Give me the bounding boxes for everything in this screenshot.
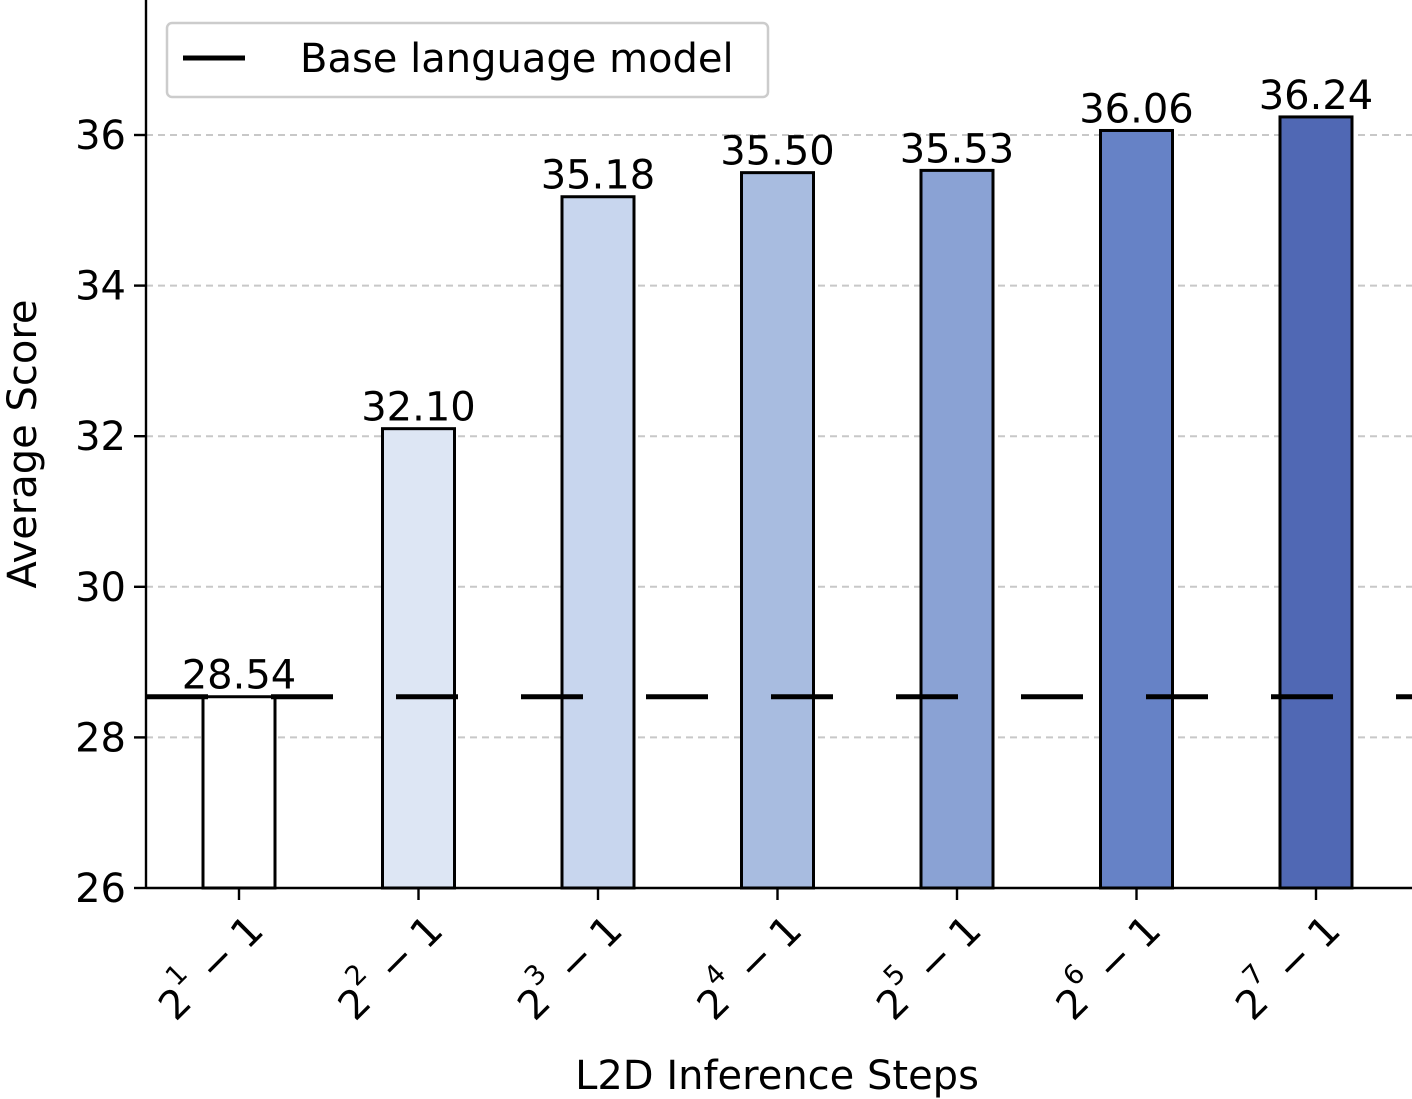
x-tick-label-group: 26 − 1 xyxy=(1039,899,1170,1030)
x-tick-label: 27 − 1 xyxy=(1219,899,1350,1030)
x-tick-label-group: 24 − 1 xyxy=(680,899,811,1030)
bar xyxy=(560,195,636,890)
legend-box xyxy=(165,21,770,99)
bar-value-label: 36.06 xyxy=(1079,86,1194,132)
bar xyxy=(919,168,995,890)
bar xyxy=(740,171,815,890)
x-tick-label-group: 23 − 1 xyxy=(501,899,632,1030)
value-labels: 28.54 32.10 35.18 35.50 35.53 36.06 36.24 xyxy=(182,73,1374,699)
bar-value-label: 35.18 xyxy=(541,153,656,199)
axes xyxy=(144,0,1412,890)
y-tick-label: 36 xyxy=(75,113,126,159)
x-tick-label: 26 − 1 xyxy=(1039,899,1170,1030)
bar-value-label: 35.53 xyxy=(900,126,1015,172)
bar xyxy=(201,695,277,890)
x-tick-label-group: 22 − 1 xyxy=(321,899,452,1030)
y-tick-label: 26 xyxy=(75,866,126,912)
legend-entry-label: Base language model xyxy=(300,36,734,82)
gridlines xyxy=(146,134,1412,739)
bar-value-label: 28.54 xyxy=(182,653,297,699)
x-axis-label: L2D Inference Steps xyxy=(575,1053,979,1099)
bar-value-label: 32.10 xyxy=(361,385,476,431)
x-tick-label: 21 − 1 xyxy=(142,899,273,1030)
x-tick-label-group: 25 − 1 xyxy=(860,899,991,1030)
y-tick-label: 32 xyxy=(75,414,126,460)
bar xyxy=(1278,115,1354,890)
x-tick-label-group: 21 − 1 xyxy=(142,899,273,1030)
legend: Base language model xyxy=(165,21,770,99)
x-tick-label: 23 − 1 xyxy=(501,899,632,1030)
x-tick-label: 24 − 1 xyxy=(680,899,811,1030)
bar-value-label: 36.24 xyxy=(1259,73,1374,119)
bar xyxy=(1099,128,1174,890)
y-tick-label: 34 xyxy=(75,264,126,310)
y-ticks: 26 28 30 32 34 36 xyxy=(75,113,146,912)
x-tick-label: 25 − 1 xyxy=(860,899,991,1030)
x-tick-label-group: 27 − 1 xyxy=(1219,899,1350,1030)
y-tick-label: 30 xyxy=(75,565,126,611)
bar xyxy=(381,427,456,890)
y-axis-label: Average Score xyxy=(0,299,46,588)
bars xyxy=(201,115,1354,890)
y-tick-label: 28 xyxy=(75,715,126,761)
x-ticks: 21 − 1 22 − 1 23 − 1 24 − 1 25 − 1 26 − 1 27 −… xyxy=(142,888,1350,1030)
bar-value-label: 35.50 xyxy=(720,129,835,175)
x-tick-label: 22 − 1 xyxy=(321,899,452,1030)
